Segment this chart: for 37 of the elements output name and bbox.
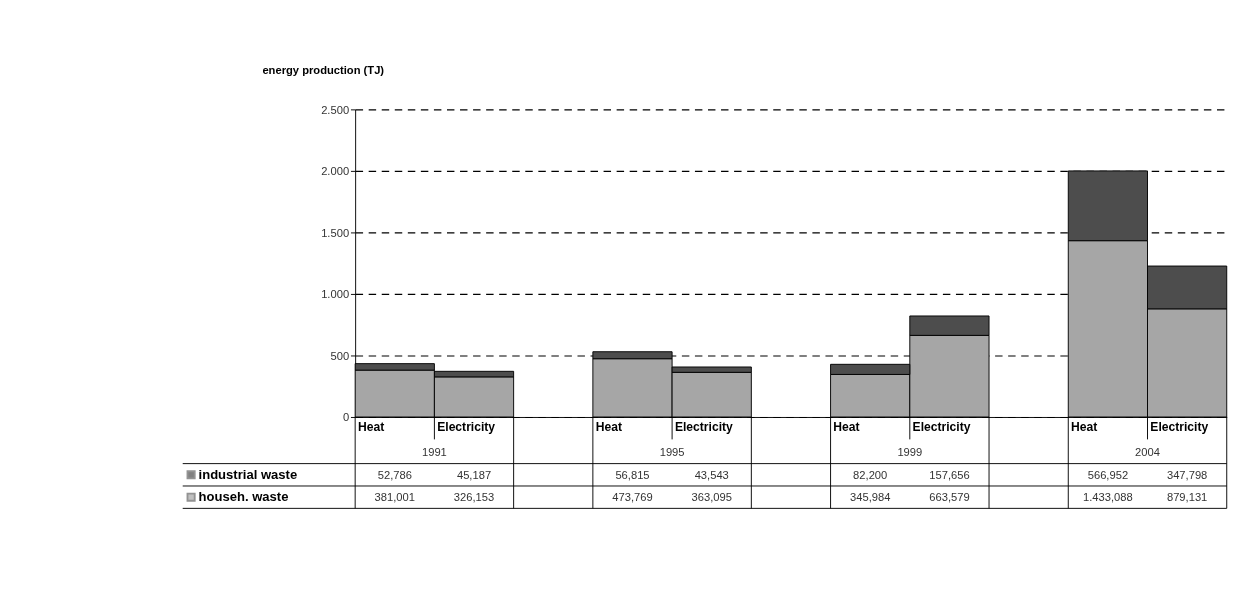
data-label: 45,187 [456,468,492,481]
data-label: 473,769 [612,490,653,503]
data-label: 82,200 [853,468,888,481]
x-tick-label: Heat [1071,419,1098,434]
data-label: 381,001 [374,490,415,503]
y-tick-label: 500 [330,349,350,362]
y-tick-label: 1.500 [321,226,350,239]
data-label: 363,095 [691,490,732,503]
y-tick-label: 1.000 [321,288,350,301]
x-tick-label: Electricity [437,419,496,434]
x-tick-label: Heat [833,419,860,434]
data-label: 56,815 [615,468,650,481]
data-label: 566,952 [1087,468,1129,481]
y-tick-label: 2.500 [321,103,350,116]
legend-label: househ. waste [198,488,289,504]
data-label: 663,579 [929,490,970,503]
data-label: 345,984 [849,490,891,503]
x-tick-label: Electricity [912,419,971,434]
data-label: 43,543 [694,468,729,481]
data-label: 157,656 [929,468,970,481]
x-tick-label: Electricity [674,419,734,434]
x-tick-label: Heat [357,419,385,434]
data-label: 326,153 [453,490,495,503]
y-tick-label: 0 [342,411,350,424]
data-label: 1.433,088 [1083,490,1133,503]
text: 1999 [897,446,923,459]
y-axis-title: energy production (TJ) [262,64,385,77]
data-label: 347,798 [1166,468,1208,481]
x-tick-label: Heat [595,419,622,434]
data-label: 52,786 [377,468,412,481]
text: 2004 [1135,446,1160,459]
legend-label: industrial waste [198,466,298,482]
x-tick-label: Electricity [1150,419,1209,434]
text: 1995 [659,446,685,459]
data-label: 879,131 [1166,490,1208,503]
text: 1991 [421,446,447,459]
y-tick-label: 2.000 [321,165,350,178]
